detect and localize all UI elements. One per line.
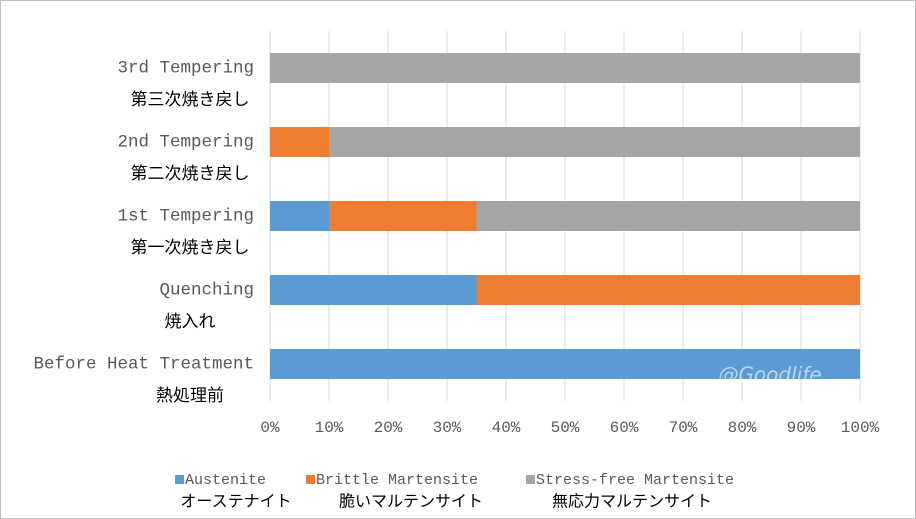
legend-swatch <box>306 475 315 484</box>
x-tick-label: 60% <box>610 419 639 437</box>
legend-label-ja: オーステナイト <box>180 492 291 511</box>
legend-label-ja: 無応力マルテンサイト <box>552 492 712 511</box>
x-tick-label: 50% <box>551 419 580 437</box>
legend-label: Stress-free Martensite <box>536 472 734 489</box>
x-tick-label: 70% <box>669 419 698 437</box>
legend-label: Austenite <box>185 472 266 489</box>
bar-segment <box>329 127 860 157</box>
x-tick-label: 90% <box>787 419 816 437</box>
category-label: 2nd Tempering <box>117 133 254 153</box>
bar-segment <box>270 201 329 231</box>
bar-segment <box>476 201 860 231</box>
x-tick-label: 40% <box>492 419 521 437</box>
bar-segment <box>270 127 329 157</box>
category-label: Quenching <box>159 281 254 301</box>
category-label: Before Heat Treatment <box>33 355 254 375</box>
legend-swatch <box>175 475 184 484</box>
category-label-ja: 第二次焼き戻し <box>131 164 250 184</box>
bar-segment <box>329 201 477 231</box>
category-label-ja: 焼入れ <box>165 312 216 332</box>
bar-segment <box>476 275 860 305</box>
x-tick-label: 80% <box>728 419 757 437</box>
bar-segment <box>270 349 860 379</box>
x-tick-label: 30% <box>433 419 462 437</box>
category-label: 3rd Tempering <box>117 59 254 79</box>
x-tick-label: 20% <box>374 419 403 437</box>
category-label-ja: 熱処理前 <box>156 386 224 406</box>
watermark: @Goodlife <box>718 363 821 387</box>
x-tick-label: 100% <box>841 419 880 437</box>
bar-segment <box>270 275 477 305</box>
x-tick-label: 10% <box>315 419 344 437</box>
category-label-ja: 第一次焼き戻し <box>131 238 250 258</box>
category-label-ja: 第三次焼き戻し <box>131 90 250 110</box>
legend-label: Brittle Martensite <box>316 472 478 489</box>
legend-swatch <box>526 475 535 484</box>
x-tick-label: 0% <box>260 419 280 437</box>
category-label: 1st Tempering <box>117 207 254 227</box>
bar-segment <box>270 53 860 83</box>
legend-label-ja: 脆いマルテンサイト <box>339 492 483 511</box>
